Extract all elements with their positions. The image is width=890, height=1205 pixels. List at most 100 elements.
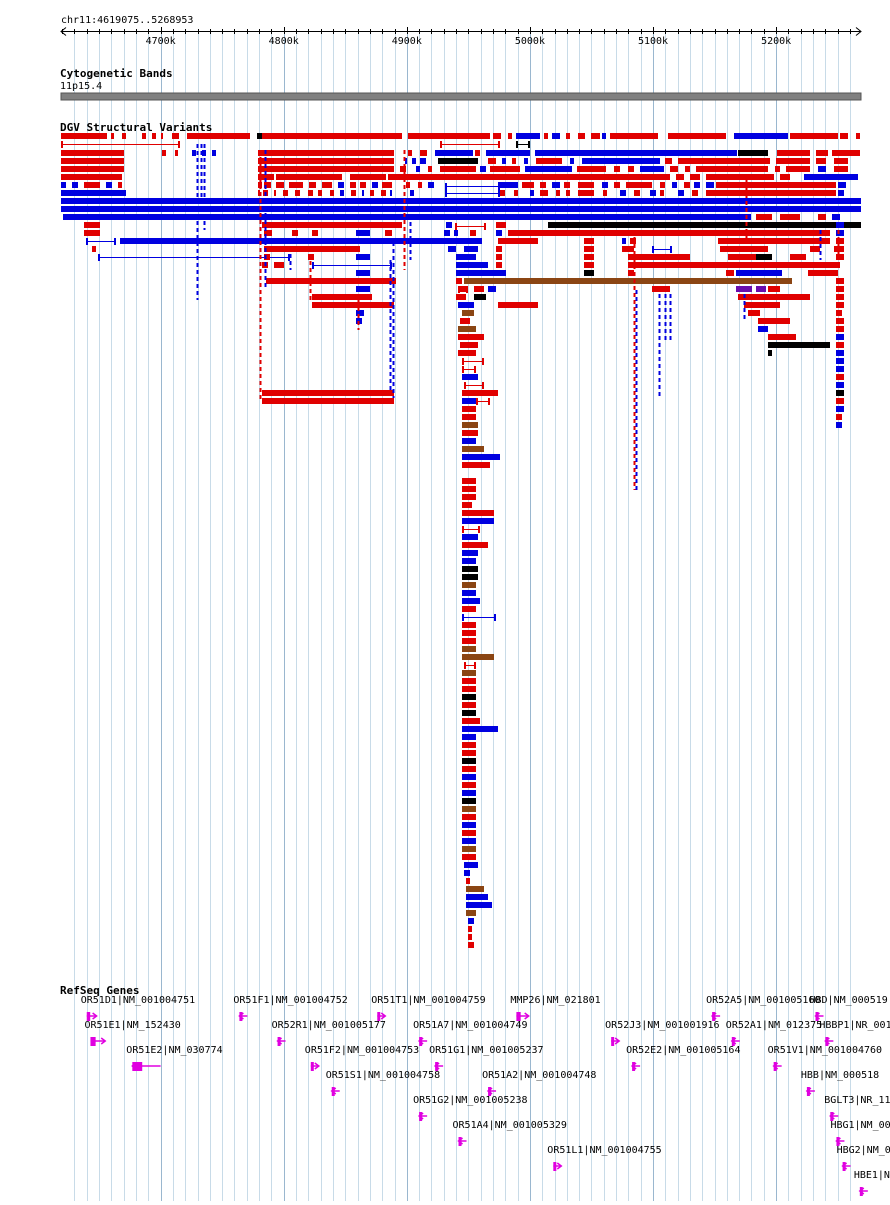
refseq-gene[interactable]: OR51D1|NM_001004751 — [81, 995, 195, 1021]
dgv-gain-variant-end — [390, 262, 392, 269]
dgv-inversion-variant — [462, 694, 476, 700]
refseq-gene[interactable]: HBE1|NM_005330 — [854, 1170, 890, 1196]
dgv-gain-variant — [464, 862, 478, 868]
dgv-loss-variant — [660, 190, 664, 196]
dgv-inversion-variant — [548, 222, 861, 228]
dgv-loss-variant — [836, 318, 844, 324]
dgv-loss-variant — [584, 246, 594, 252]
dgv-loss-variant — [84, 230, 100, 236]
dgv-gain-variant — [838, 182, 846, 188]
dgv-loss-variant — [566, 190, 570, 196]
refseq-gene-label: OR51D1|NM_001004751 — [81, 995, 195, 1006]
strand-arrow-right-icon — [92, 1012, 98, 1020]
dgv-gain-variant-end — [494, 614, 496, 621]
refseq-gene[interactable]: OR51L1|NM_001004755 — [547, 1145, 662, 1171]
cytoband-track-title: Cytogenetic Bands — [60, 67, 173, 80]
ruler-tick-label: 5000k — [515, 36, 545, 47]
ruler-tick-label: 5200k — [761, 36, 791, 47]
refseq-gene[interactable]: OR51G2|NM_001005238 — [413, 1095, 528, 1121]
dgv-loss-variant-end — [464, 382, 466, 389]
dgv-gain-variant — [428, 182, 434, 188]
dgv-loss-variant — [385, 230, 392, 236]
refseq-gene-label: OR51A4|NM_001005329 — [453, 1120, 567, 1131]
dgv-loss-variant — [692, 190, 698, 196]
refseq-gene[interactable]: OR51S1|NM_001004758 — [326, 1070, 440, 1096]
dgv-gain-variant — [836, 222, 844, 228]
refseq-gene[interactable]: HBD|NM_000519 — [810, 995, 888, 1021]
strand-arrow-left-icon — [486, 1087, 493, 1095]
refseq-gene[interactable]: HBBP1|NR_001589 — [819, 1020, 890, 1046]
refseq-gene-label: OR52E2|NM_001005164 — [626, 1045, 740, 1056]
dgv-loss-variant — [836, 238, 844, 244]
dgv-inversion-variant — [836, 390, 844, 396]
dgv-complex-variant — [462, 846, 476, 852]
refseq-gene[interactable]: OR52E2|NM_001005164 — [626, 1045, 740, 1071]
refseq-gene[interactable]: HBG2|NM_000184 — [837, 1145, 890, 1171]
dgv-loss-variant — [690, 174, 700, 180]
dgv-loss-variant — [776, 158, 810, 164]
dgv-gain-variant — [356, 230, 370, 236]
dgv-loss-variant — [370, 190, 374, 196]
dgv-loss-variant — [490, 166, 520, 172]
dgv-loss-variant — [142, 133, 146, 139]
refseq-gene[interactable]: OR52J3|NM_001001916 — [605, 1020, 720, 1046]
dgv-loss-variant — [628, 254, 690, 260]
dgv-loss-variant — [628, 262, 840, 268]
refseq-gene[interactable]: OR51A4|NM_001005329 — [453, 1120, 567, 1146]
refseq-gene[interactable]: HBG1|NM_000559 — [830, 1120, 890, 1146]
refseq-gene[interactable]: OR51A2|NM_001004748 — [482, 1070, 596, 1096]
dgv-loss-variant — [312, 230, 318, 236]
refseq-gene[interactable]: OR51T1|NM_001004759 — [371, 995, 486, 1021]
refseq-gene[interactable]: OR51F2|NM_001004753 — [305, 1045, 419, 1071]
refseq-gene[interactable]: HBB|NM_000518 — [801, 1070, 879, 1096]
dgv-inversion-variant — [462, 566, 478, 572]
dgv-loss-variant — [400, 166, 406, 172]
dgv-gain-variant — [390, 190, 392, 196]
refseq-gene[interactable]: OR51F1|NM_001004752 — [233, 995, 348, 1021]
refseq-gene[interactable]: OR51G1|NM_001005237 — [429, 1045, 544, 1071]
dgv-loss-variant-end — [61, 141, 63, 148]
dgv-loss-variant — [493, 133, 501, 139]
ruler-tick-label: 5100k — [638, 36, 668, 47]
dgv-gain-variant — [444, 230, 450, 236]
dgv-loss-variant — [462, 510, 494, 516]
refseq-gene[interactable]: OR51A7|NM_001004749 — [413, 1020, 528, 1046]
dgv-loss-variant — [536, 158, 562, 164]
dgv-gain-variant — [736, 270, 782, 276]
refseq-gene[interactable]: OR51E1|NM_152430 — [84, 1020, 181, 1046]
dgv-loss-variant-end — [478, 526, 480, 533]
dgv-gain-variant — [412, 158, 416, 164]
dgv-gain-variant — [405, 158, 407, 164]
dgv-loss-variant — [610, 133, 658, 139]
refseq-gene[interactable]: OR51E2|NM_030774 — [126, 1045, 223, 1071]
dgv-loss-variant — [758, 318, 790, 324]
dgv-loss-variant — [462, 678, 476, 684]
strand-arrow-left-icon — [276, 1037, 283, 1045]
strand-arrow-left-icon — [433, 1062, 440, 1070]
refseq-gene[interactable]: OR51V1|NM_001004760 — [768, 1045, 882, 1071]
refseq-gene[interactable]: MMP26|NM_021801 — [510, 995, 601, 1021]
dgv-loss-variant — [462, 502, 472, 508]
dgv-inversion-variant — [462, 574, 478, 580]
dgv-loss-variant — [790, 133, 838, 139]
strand-arrow-left-icon — [835, 1137, 841, 1145]
dgv-loss-variant — [790, 254, 806, 260]
strand-arrow-left-icon — [417, 1112, 424, 1120]
refseq-gene[interactable]: OR52R1|NM_001005177 — [272, 1020, 386, 1046]
dgv-loss-variant — [258, 158, 394, 164]
dgv-complex-variant — [462, 654, 494, 660]
refseq-gene[interactable]: BGLT3|NR_113486 — [824, 1095, 890, 1121]
dgv-loss-variant — [458, 350, 476, 356]
dgv-loss-variant — [462, 814, 476, 820]
dgv-loss-variant — [668, 133, 726, 139]
refseq-gene[interactable]: OR52A1|NM_012375 — [726, 1020, 822, 1046]
refseq-gene[interactable]: OR52A5|NM_001005160 — [706, 995, 820, 1021]
dgv-gain-variant — [212, 150, 216, 156]
dgv-inversion-variant — [584, 270, 594, 276]
dgv-gain-variant — [462, 518, 494, 524]
refseq-gene-label: OR51A7|NM_001004749 — [413, 1020, 527, 1031]
dgv-gain-variant — [72, 182, 78, 188]
dgv-gain-variant — [448, 246, 456, 252]
dgv-loss-variant — [716, 182, 836, 188]
